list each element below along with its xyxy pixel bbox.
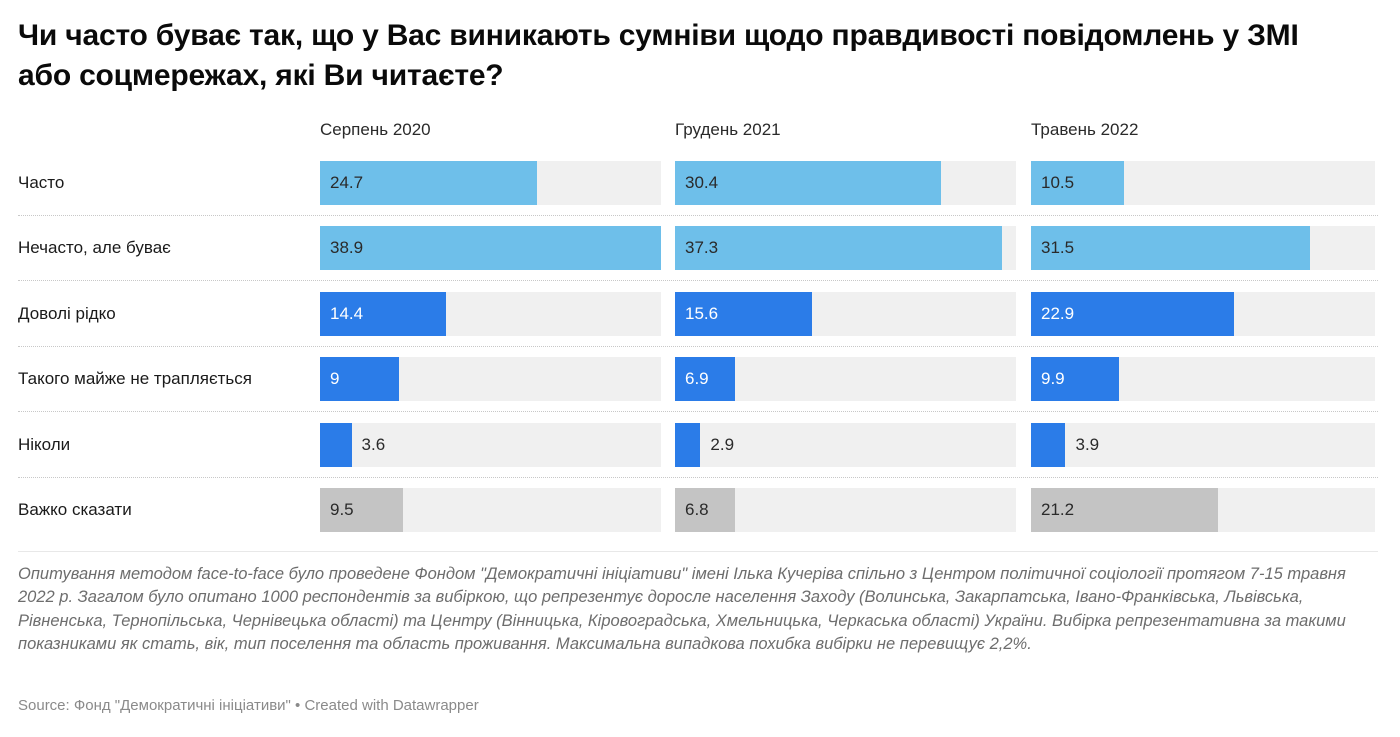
chart-row: Часто 24.7 30.4 10.5 [0, 150, 1400, 216]
bar-value-label: 22.9 [1041, 303, 1075, 323]
row-label: Доволі рідко [18, 303, 116, 323]
bar-cell: 37.3 [675, 226, 1016, 271]
bar-cell: 38.9 [320, 226, 661, 271]
bar-cell: 15.6 [675, 291, 1016, 336]
bar-track [320, 422, 661, 467]
bar-cell: 3.9 [1031, 422, 1375, 467]
row-label: Ніколи [18, 434, 71, 454]
bar-value-label: 9.9 [1041, 369, 1065, 389]
column-headers: Серпень 2020 Грудень 2021 Травень 2022 [0, 120, 1400, 150]
chart-title: Чи часто буває так, що у Вас виникають с… [18, 19, 1299, 92]
bar-cell: 9.9 [1031, 357, 1375, 402]
bar-cell: 3.6 [320, 422, 661, 467]
bar-cell: 9.5 [320, 488, 661, 533]
bar-value-label: 31.5 [1041, 238, 1075, 258]
column-header-2: Грудень 2021 [675, 120, 781, 139]
bar-value-label: 9 [330, 369, 340, 389]
bar[interactable]: 6.9 [675, 357, 736, 402]
row-separator [18, 476, 1378, 478]
bar-cell: 21.2 [1031, 488, 1375, 533]
bar[interactable]: 9.9 [1031, 357, 1119, 402]
bar-cell: 2.9 [675, 422, 1016, 467]
bar[interactable]: 10.5 [1031, 160, 1124, 205]
bar-track [675, 422, 1016, 467]
bar[interactable]: 37.3 [675, 226, 1002, 271]
column-header-3: Травень 2022 [1031, 120, 1139, 139]
bar-value-label: 30.4 [685, 172, 719, 192]
bar-value-label: 6.9 [685, 369, 709, 389]
chart-row: Важко сказати 9.5 6.8 21.2 [0, 478, 1400, 544]
row-label: Такого майже не трапляється [18, 369, 252, 389]
bar-cell: 24.7 [320, 160, 661, 205]
bar[interactable]: 14.4 [320, 291, 447, 336]
chart-row: Ніколи 3.6 2.9 3.9 [0, 412, 1400, 478]
bar[interactable]: 3.9 [1031, 422, 1099, 467]
row-separator [18, 214, 1378, 216]
source-line: Source: Фонд "Демократичні ініціативи" •… [18, 697, 479, 714]
bar[interactable]: 15.6 [675, 291, 812, 336]
bar[interactable]: 3.6 [320, 422, 385, 467]
bar-value-label: 6.8 [685, 500, 709, 520]
bar-value-label: 9.5 [330, 500, 354, 520]
bar[interactable]: 31.5 [1031, 226, 1310, 271]
bar-value-label: 38.9 [330, 238, 364, 258]
bar[interactable]: 30.4 [675, 160, 942, 205]
row-separator [18, 345, 1378, 347]
bar-cell: 22.9 [1031, 291, 1375, 336]
bar-cell: 30.4 [675, 160, 1016, 205]
row-label: Важко сказати [18, 500, 132, 520]
footer-divider [18, 551, 1378, 552]
row-label: Часто [18, 172, 65, 192]
bar[interactable]: 22.9 [1031, 291, 1234, 336]
row-separator [18, 411, 1378, 412]
bar[interactable]: 21.2 [1031, 488, 1219, 533]
bar[interactable]: 2.9 [675, 422, 734, 467]
bar-value-label: 14.4 [330, 303, 364, 323]
chart-row: Нечасто, але буває 38.9 37.3 31.5 [0, 216, 1400, 281]
bar-cell: 9 [320, 357, 661, 402]
row-separator [18, 280, 1378, 281]
bar-value-label: 15.6 [685, 303, 719, 323]
bar-track [1031, 422, 1375, 467]
chart-row: Такого майже не трапляється 9 6.9 9.9 [0, 347, 1400, 412]
bar-value-label: 21.2 [1041, 500, 1075, 520]
bar[interactable]: 9 [320, 357, 399, 402]
bar[interactable]: 38.9 [320, 226, 661, 271]
column-header-1: Серпень 2020 [320, 120, 431, 139]
methodology-note: Опитування методом face-to-face було про… [18, 565, 1346, 654]
bar-value-label: 24.7 [330, 172, 364, 192]
bar[interactable]: 9.5 [320, 488, 404, 533]
bar-cell: 31.5 [1031, 226, 1375, 271]
chart-row: Доволі рідко 14.4 15.6 22.9 [0, 281, 1400, 347]
bar-cell: 14.4 [320, 291, 661, 336]
chart-rows: Часто 24.7 30.4 10.5 Нечасто, але буває 38.9 3… [0, 150, 1400, 543]
bar-cell: 6.9 [675, 357, 1016, 402]
bar-value-label: 37.3 [685, 238, 719, 258]
bar-cell: 10.5 [1031, 160, 1375, 205]
bar-cell: 6.8 [675, 488, 1016, 533]
row-label: Нечасто, але буває [18, 238, 171, 258]
bar[interactable]: 24.7 [320, 160, 537, 205]
bar[interactable]: 6.8 [675, 488, 735, 533]
bar-value-label: 10.5 [1041, 172, 1075, 192]
